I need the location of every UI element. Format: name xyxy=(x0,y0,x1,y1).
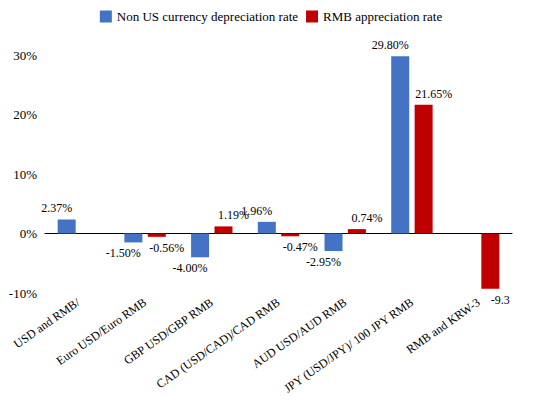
svg-text:RMB appreciation rate: RMB appreciation rate xyxy=(323,9,442,24)
svg-text:-0.47%: -0.47% xyxy=(283,240,318,254)
svg-text:GBP USD/GBP RMB: GBP USD/GBP RMB xyxy=(121,295,216,368)
svg-text:2.37%: 2.37% xyxy=(41,201,72,215)
svg-text:30%: 30% xyxy=(13,48,37,63)
svg-text:-0.56%: -0.56% xyxy=(149,241,184,255)
svg-text:-1.50%: -1.50% xyxy=(106,246,141,260)
svg-text:0%: 0% xyxy=(20,226,38,241)
svg-text:Euro USD/Euro RMB: Euro USD/Euro RMB xyxy=(53,295,150,368)
svg-text:20%: 20% xyxy=(13,107,37,122)
svg-text:USD and RMB/: USD and RMB/ xyxy=(11,295,83,352)
svg-text:Non US currency depreciation r: Non US currency depreciation rate xyxy=(117,9,298,24)
svg-text:1.96%: 1.96% xyxy=(241,203,273,218)
svg-text:RMB and KRW-3: RMB and KRW-3 xyxy=(404,295,483,356)
svg-text:-10%: -10% xyxy=(9,286,37,301)
svg-text:JPY (USD/JPY)/ 100 JPY RMB: JPY (USD/JPY)/ 100 JPY RMB xyxy=(281,295,416,395)
svg-text:-4.00%: -4.00% xyxy=(173,261,208,275)
svg-text:CAD (USD/CAD)/CAD RMB: CAD (USD/CAD)/CAD RMB xyxy=(154,295,283,391)
svg-text:10%: 10% xyxy=(13,167,37,182)
svg-text:AUD USD/AUD RMB: AUD USD/AUD RMB xyxy=(249,295,350,371)
svg-text:-9.3: -9.3 xyxy=(491,293,510,307)
svg-text:1.19%: 1.19% xyxy=(218,208,249,222)
svg-text:29.80%: 29.80% xyxy=(372,38,409,52)
svg-text:21.65%: 21.65% xyxy=(415,87,452,101)
svg-text:-2.95%: -2.95% xyxy=(306,255,341,269)
svg-text:0.74%: 0.74% xyxy=(351,211,382,225)
